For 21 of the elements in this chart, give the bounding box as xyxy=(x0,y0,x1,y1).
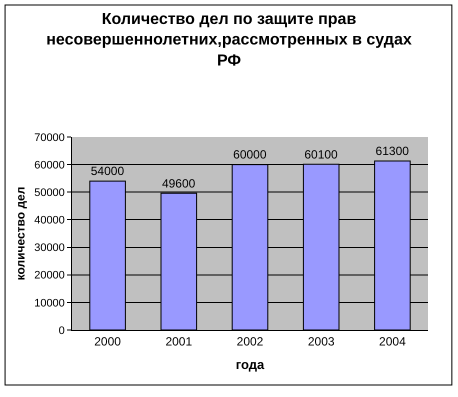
x-tick-label: 2003 xyxy=(308,334,335,348)
y-tick-label: 40000 xyxy=(34,214,65,227)
y-tick-label: 30000 xyxy=(34,242,65,254)
y-tick-label: 20000 xyxy=(34,270,65,282)
x-axis-title: года xyxy=(236,357,266,372)
x-tick-label: 2004 xyxy=(379,334,406,348)
chart-title: Количество дел по защите прав несовершеннолетних,рассмотренных в судах РФ xyxy=(46,10,412,70)
data-label: 60000 xyxy=(233,148,267,162)
y-tick-label: 0 xyxy=(58,324,65,337)
y-tick-label: 10000 xyxy=(34,297,65,310)
y-axis-title: количество дел xyxy=(14,186,28,280)
data-label: 60100 xyxy=(304,147,338,162)
x-tick-label: 2001 xyxy=(165,334,192,348)
y-tick-label: 70000 xyxy=(34,132,65,144)
data-label: 49600 xyxy=(162,176,196,190)
x-tick-label: 2000 xyxy=(94,334,122,348)
y-tick-label: 50000 xyxy=(34,186,65,199)
x-tick-label: 2002 xyxy=(236,334,264,348)
y-tick-label: 60000 xyxy=(34,159,65,172)
data-label: 54000 xyxy=(90,164,124,178)
data-label: 61300 xyxy=(376,144,410,158)
